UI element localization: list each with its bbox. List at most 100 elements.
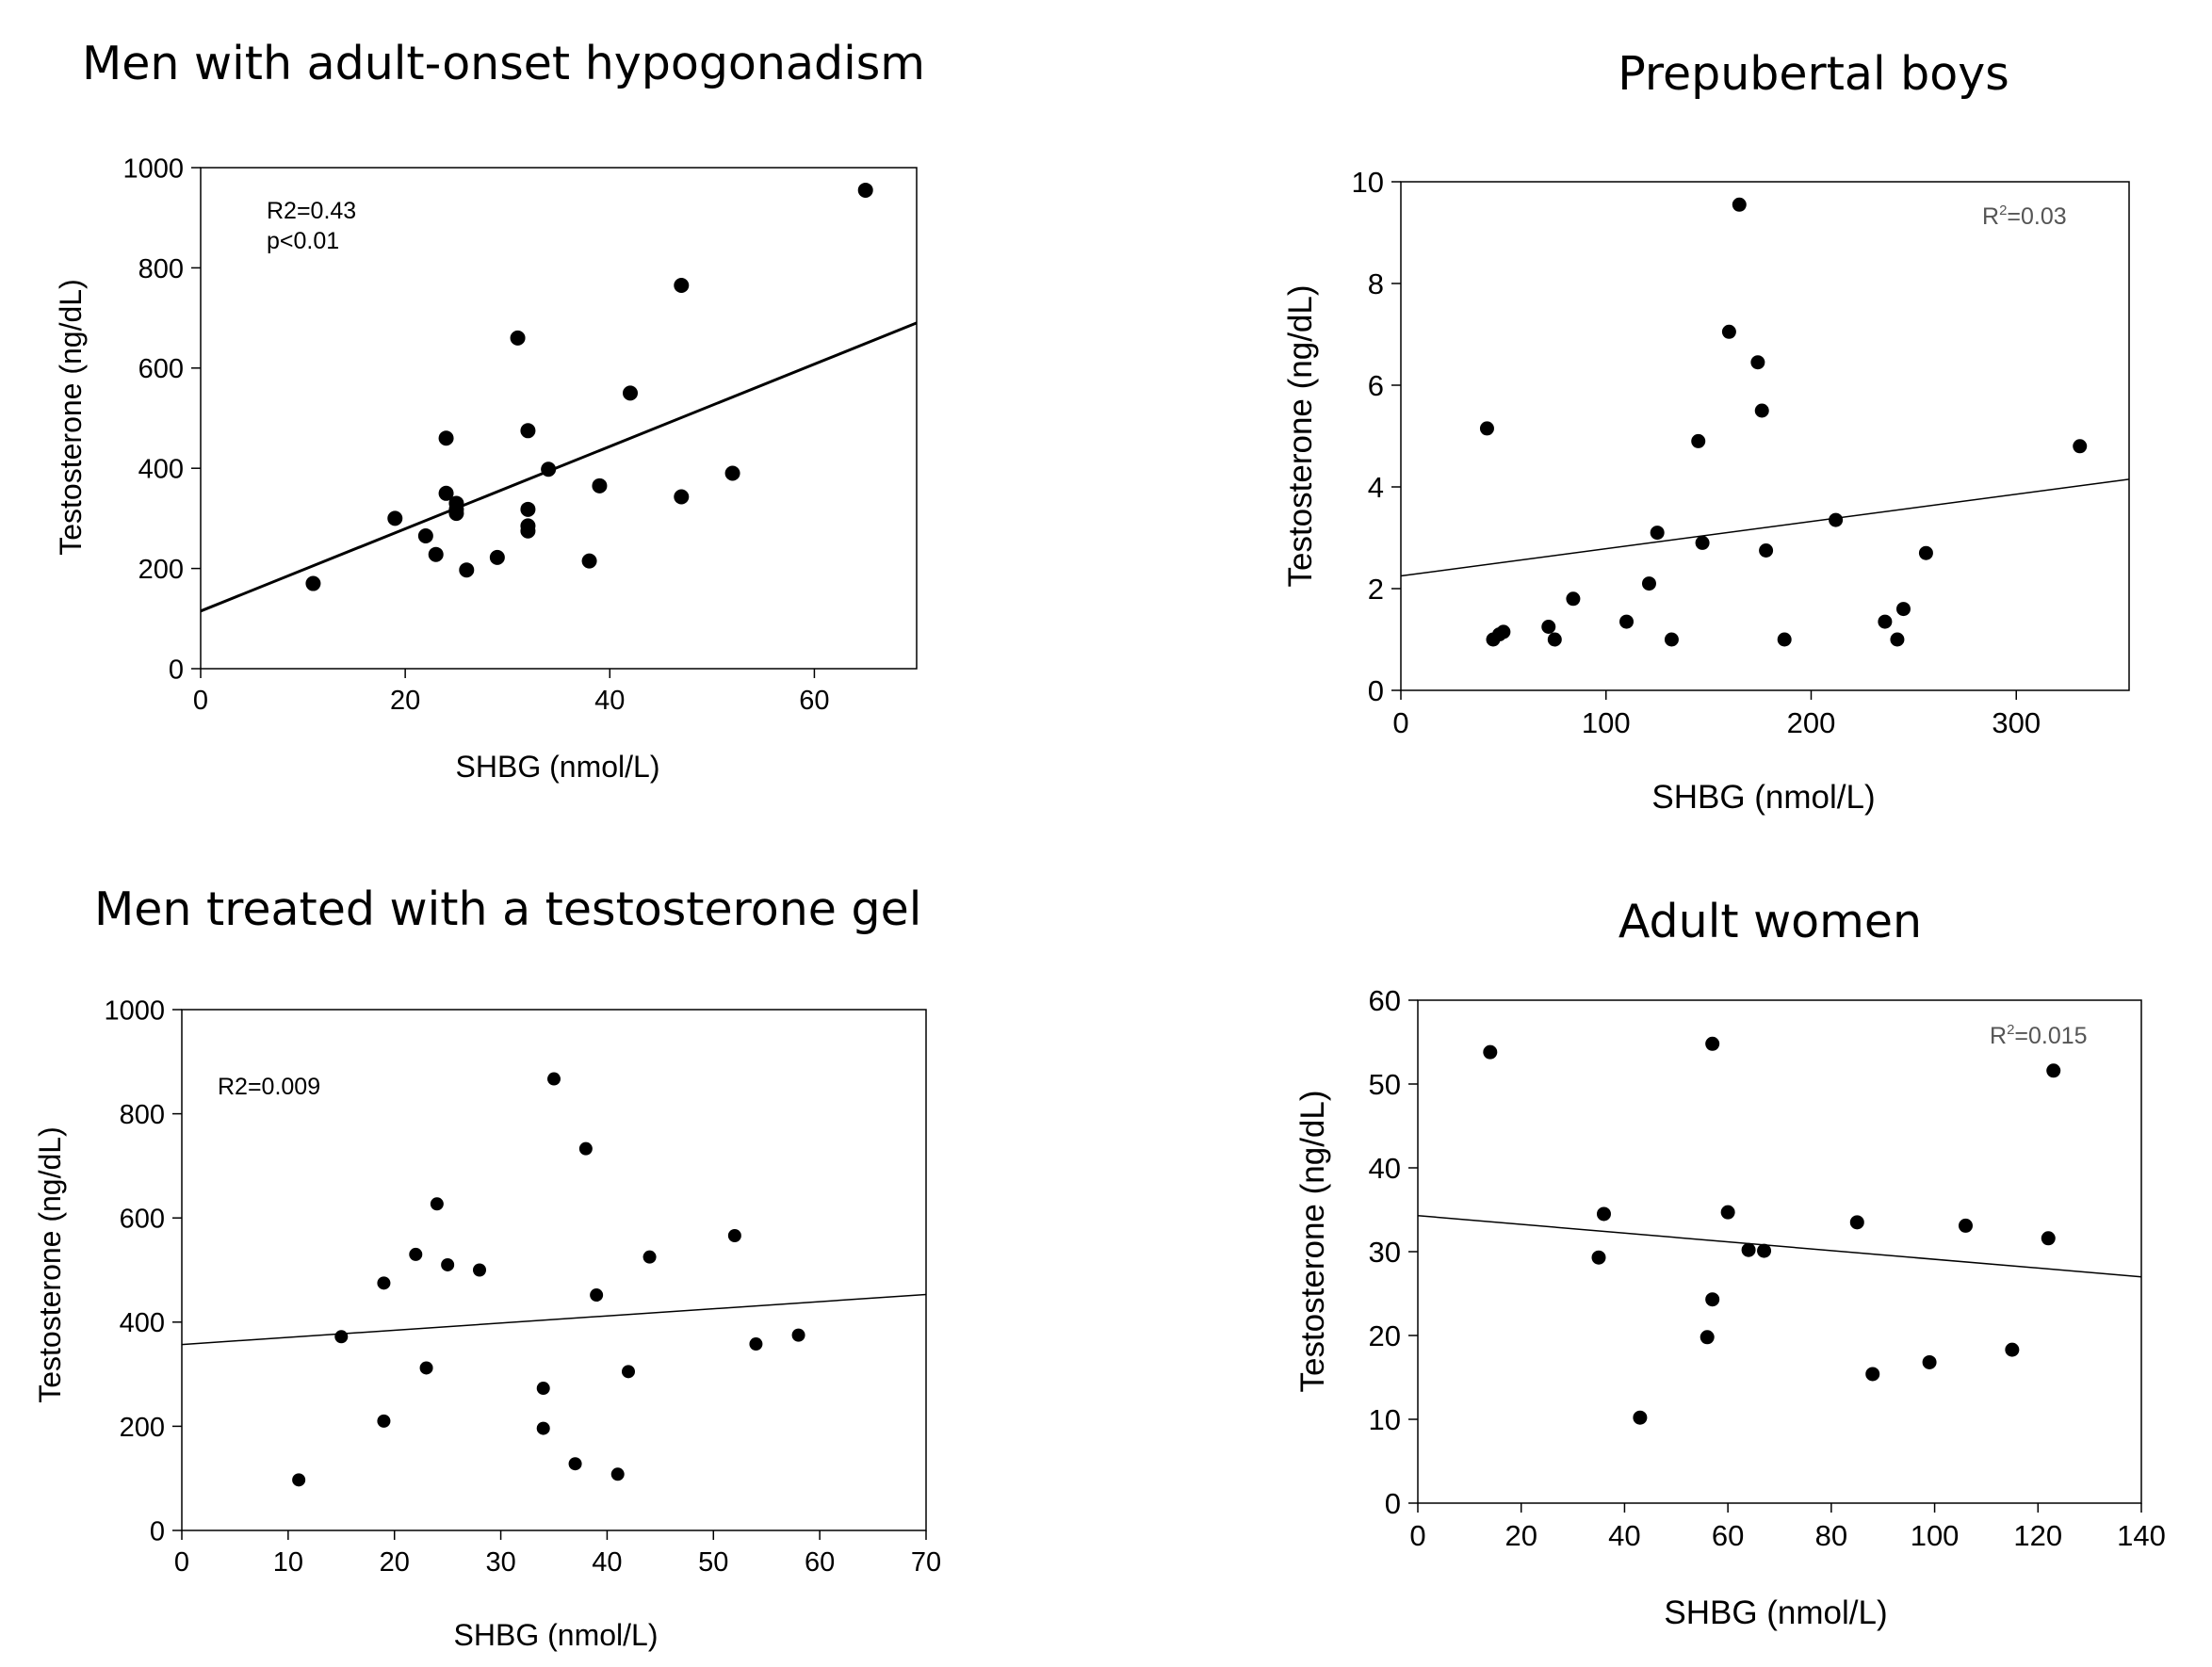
x-axis-label: SHBG (nmol/L) — [1664, 1594, 1887, 1631]
r2-annotation: R2=0.43 — [267, 198, 356, 224]
data-point — [1865, 1367, 1880, 1382]
y-axis-label: Testosterone (ng/dL) — [33, 1126, 67, 1403]
data-point — [857, 182, 873, 198]
trend-line — [1400, 478, 2130, 577]
panel-adult-women: Adult women R2=0.015 SHBG (nmol/L) Testo… — [1294, 895, 2166, 1631]
data-point — [1591, 1250, 1606, 1265]
data-point — [1878, 614, 1893, 629]
y-tick-label: 50 — [1369, 1068, 1401, 1101]
trend-line — [1417, 1214, 2142, 1278]
data-point — [536, 1421, 550, 1435]
data-point — [520, 523, 536, 539]
x-axis-label: SHBG (nmol/L) — [456, 750, 660, 784]
data-point — [520, 423, 536, 439]
data-point — [1829, 512, 1844, 527]
data-point — [305, 575, 321, 591]
r2-annotation: R2=0.03 — [1982, 202, 2067, 230]
y-tick-label: 8 — [1368, 267, 1384, 300]
x-tick-label: 40 — [594, 686, 625, 716]
data-point — [610, 1467, 625, 1481]
chart-title: Men treated with a testosterone gel — [94, 882, 921, 936]
y-tick-label: 4 — [1368, 471, 1384, 504]
r2-annotation: R2=0.009 — [218, 1074, 320, 1100]
data-point — [674, 278, 690, 294]
chart-title: Adult women — [1618, 895, 1922, 948]
data-point — [459, 562, 475, 578]
data-point — [1541, 620, 1556, 634]
plot-frame — [1417, 999, 2142, 1504]
data-point — [1641, 576, 1656, 591]
data-point — [438, 430, 454, 446]
y-tick-label: 600 — [120, 1205, 165, 1235]
y-tick-label: 60 — [1369, 984, 1401, 1017]
data-point — [1732, 197, 1747, 212]
panel-testosterone-gel: Men treated with a testosterone gel R2=0… — [33, 882, 941, 1652]
y-tick-label: 200 — [138, 555, 184, 585]
data-point — [428, 546, 444, 562]
trend-line — [200, 321, 918, 613]
data-point — [1705, 1292, 1720, 1307]
y-tick-label: 10 — [1369, 1403, 1401, 1436]
x-tick-label: 40 — [592, 1547, 622, 1578]
x-tick-label: 20 — [1504, 1519, 1537, 1552]
trend-line — [181, 1293, 927, 1346]
r2-value: =0.015 — [2014, 1023, 2087, 1049]
y-tick-label: 800 — [120, 1100, 165, 1130]
data-point — [1619, 614, 1635, 629]
x-tick-label: 70 — [911, 1547, 941, 1578]
y-tick-label: 20 — [1369, 1319, 1401, 1352]
data-point — [541, 461, 557, 477]
data-point — [430, 1197, 444, 1211]
data-point — [791, 1328, 805, 1342]
y-axis-label: Testosterone (ng/dL) — [54, 279, 88, 556]
x-tick-label: 100 — [1582, 706, 1631, 739]
y-tick-label: 0 — [1385, 1487, 1401, 1520]
r2-r: R — [1990, 1023, 2007, 1049]
x-tick-label: 300 — [1992, 706, 2041, 739]
x-axis-label: SHBG (nmol/L) — [454, 1618, 659, 1652]
data-point — [438, 485, 454, 501]
data-point — [1759, 543, 1774, 558]
data-point — [1720, 1205, 1735, 1220]
x-axis-label: SHBG (nmol/L) — [1651, 779, 1875, 816]
data-point — [590, 1288, 604, 1303]
x-tick-label: 20 — [390, 686, 420, 716]
data-point — [1691, 433, 1706, 448]
data-point — [1633, 1410, 1648, 1425]
x-tick-label: 10 — [273, 1547, 303, 1578]
data-point — [642, 1250, 657, 1264]
data-point — [1890, 632, 1905, 647]
y-tick-label: 40 — [1369, 1152, 1401, 1185]
data-point — [1483, 1044, 1498, 1060]
data-point — [1757, 1243, 1772, 1258]
data-point — [417, 528, 433, 544]
y-tick-label: 200 — [120, 1413, 165, 1443]
y-tick-label: 600 — [138, 354, 184, 384]
data-point — [592, 477, 608, 494]
p-value-annotation: p<0.01 — [267, 228, 339, 254]
r2-r: R — [1982, 203, 1999, 230]
data-point — [578, 1141, 593, 1156]
plot-frame — [181, 1009, 927, 1531]
x-tick-label: 100 — [1911, 1519, 1960, 1552]
x-tick-label: 0 — [1392, 706, 1408, 739]
x-tick-label: 20 — [380, 1547, 410, 1578]
data-point — [1650, 526, 1665, 541]
data-point — [622, 1365, 635, 1379]
y-tick-label: 0 — [150, 1516, 165, 1546]
data-point — [441, 1257, 455, 1271]
y-tick-label: 10 — [1352, 166, 1384, 199]
data-point — [473, 1263, 486, 1277]
x-tick-label: 0 — [193, 686, 208, 716]
y-tick-label: 2 — [1368, 573, 1384, 606]
data-point — [568, 1457, 582, 1471]
plot-frame — [1400, 181, 2130, 691]
data-point — [1547, 632, 1562, 647]
x-tick-label: 140 — [2117, 1519, 2166, 1552]
data-point — [334, 1330, 349, 1344]
x-tick-label: 120 — [2013, 1519, 2062, 1552]
data-point — [419, 1361, 433, 1375]
y-tick-label: 30 — [1369, 1236, 1401, 1269]
data-point — [1596, 1206, 1611, 1222]
